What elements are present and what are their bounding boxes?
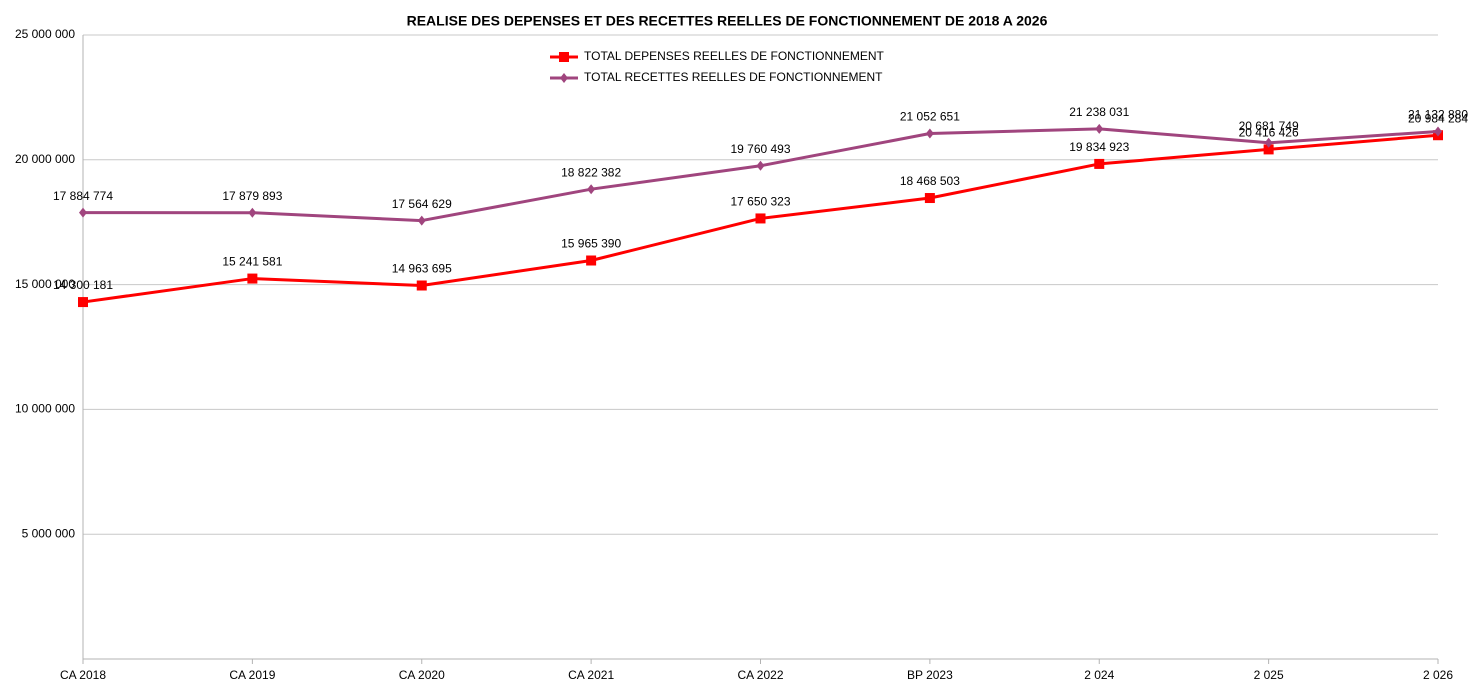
data-label: 21 052 651 bbox=[900, 110, 960, 124]
data-label: 18 822 382 bbox=[561, 165, 621, 179]
legend-marker bbox=[559, 52, 569, 62]
data-label: 21 238 031 bbox=[1069, 105, 1129, 119]
data-point bbox=[79, 207, 87, 218]
data-label: 14 963 695 bbox=[392, 262, 452, 276]
data-point bbox=[247, 273, 258, 284]
data-label: 17 879 893 bbox=[222, 189, 282, 203]
x-tick-label: CA 2021 bbox=[568, 668, 614, 682]
legend-marker bbox=[560, 73, 568, 83]
data-label: 18 468 503 bbox=[900, 174, 960, 188]
x-tick-label: CA 2020 bbox=[399, 668, 445, 682]
data-point bbox=[248, 207, 257, 218]
x-tick-label: 2 025 bbox=[1254, 668, 1284, 682]
x-tick-label: CA 2019 bbox=[229, 668, 275, 682]
data-label: 15 965 390 bbox=[561, 237, 621, 251]
data-label: 20 416 426 bbox=[1239, 126, 1299, 140]
data-point bbox=[78, 297, 88, 308]
data-point bbox=[416, 280, 427, 291]
y-tick-label: 15 000 000 bbox=[15, 277, 75, 291]
data-point bbox=[1095, 123, 1104, 134]
data-point bbox=[587, 184, 596, 195]
x-tick-label: 2 026 bbox=[1423, 668, 1453, 682]
y-tick-label: 5 000 000 bbox=[22, 526, 76, 540]
data-point bbox=[417, 215, 426, 226]
data-point bbox=[925, 128, 934, 139]
data-label: 19 834 923 bbox=[1069, 140, 1129, 154]
data-label: 20 681 749 bbox=[1239, 119, 1299, 133]
data-label: 19 760 493 bbox=[730, 142, 790, 156]
x-tick-label: CA 2018 bbox=[60, 668, 106, 682]
y-tick-label: 20 000 000 bbox=[15, 152, 75, 166]
x-tick-label: CA 2022 bbox=[737, 668, 783, 682]
y-tick-label: 10 000 000 bbox=[15, 402, 75, 416]
x-tick-label: BP 2023 bbox=[907, 668, 953, 682]
legend-label: TOTAL RECETTES REELLES DE FONCTIONNEMENT bbox=[584, 70, 883, 84]
data-label: 17 564 629 bbox=[392, 197, 452, 211]
data-label: 20 984 284 bbox=[1408, 111, 1468, 125]
data-point bbox=[756, 160, 765, 171]
data-point bbox=[586, 255, 597, 266]
data-point bbox=[1094, 158, 1105, 169]
data-label: 15 241 581 bbox=[222, 255, 282, 269]
y-tick-label: 25 000 000 bbox=[15, 27, 75, 41]
data-label: 21 132 880 bbox=[1408, 108, 1468, 122]
data-point bbox=[924, 193, 935, 204]
data-label: 17 650 323 bbox=[730, 195, 790, 209]
data-point bbox=[1264, 137, 1273, 148]
legend-label: TOTAL DEPENSES REELLES DE FONCTIONNEMENT bbox=[584, 49, 885, 63]
data-label: 17 884 774 bbox=[53, 189, 113, 203]
data-label: 14 300 181 bbox=[53, 278, 113, 292]
data-point bbox=[755, 213, 766, 224]
chart-title: REALISE DES DEPENSES ET DES RECETTES REE… bbox=[407, 13, 1048, 29]
x-tick-label: 2 024 bbox=[1084, 668, 1114, 682]
data-point bbox=[1263, 144, 1274, 155]
data-point bbox=[1434, 126, 1442, 137]
